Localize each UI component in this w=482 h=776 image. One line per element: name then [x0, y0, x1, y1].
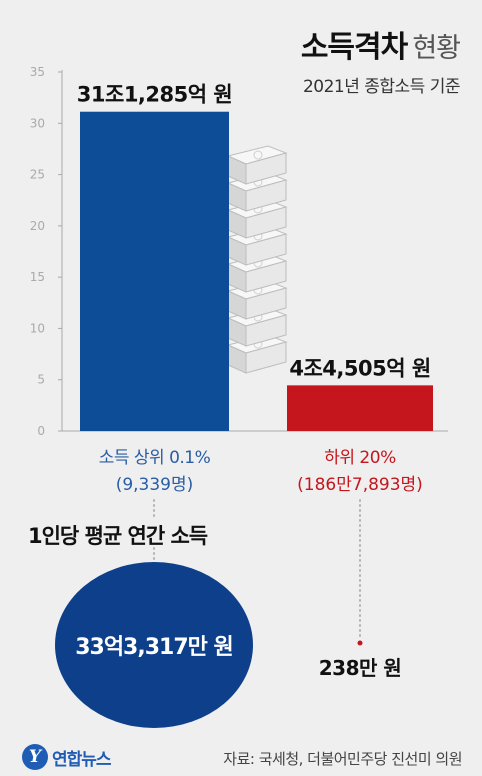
money-stack-illustration — [226, 145, 288, 374]
y-axis: 0 5 10 15 20 25 30 35 — [30, 65, 448, 438]
category-label: 소득 상위 0.1% — [99, 448, 211, 468]
average-income-label: 1인당 평균 연간 소득 — [28, 524, 208, 548]
category-label: 하위 20% — [324, 448, 396, 468]
bar-value-label: 4조4,505억 원 — [289, 356, 430, 380]
title-strong: 소득격차 — [300, 30, 408, 65]
y-tick-label: 35 — [30, 65, 45, 79]
yonhap-logo: Y 연합뉴스 — [22, 744, 112, 770]
bill-front — [245, 260, 287, 293]
bill-front — [245, 341, 287, 374]
bill-front — [245, 314, 287, 347]
bill-bundle — [226, 145, 288, 185]
count-label: (9,339명) — [116, 475, 194, 495]
y-tick-label: 15 — [30, 270, 45, 284]
top-average-value: 33억3,317만 원 — [75, 635, 234, 660]
bill-front — [245, 287, 287, 320]
bottom-average-dot — [357, 640, 363, 646]
logo-mark-icon: Y — [22, 744, 48, 770]
y-tick-label: 10 — [30, 321, 45, 335]
source-note: 자료: 국세청, 더불어민주당 진선미 의원 — [223, 750, 462, 768]
bill-front — [245, 179, 287, 212]
top-average-circle: 33억3,317만 원 — [55, 562, 253, 728]
count-label: (186만7,893명) — [297, 475, 423, 495]
chart-title: 소득격차 현황 — [300, 22, 461, 66]
bar-labels: 31조1,285억 원소득 상위 0.1% (9,339명) 4조4,505억 원하… — [77, 83, 431, 495]
chart-subtitle: 2021년 종합소득 기준 — [302, 77, 461, 97]
bill-front — [245, 233, 287, 266]
bars — [80, 111, 433, 432]
bar-value-label: 31조1,285억 원 — [77, 83, 232, 107]
bottom-average-value: 238만 원 — [318, 656, 402, 680]
bill-seal — [253, 150, 263, 160]
y-tick-label: 20 — [30, 219, 45, 233]
logo-text: 연합뉴스 — [52, 749, 112, 770]
bill-front — [245, 152, 287, 185]
bill-front — [245, 206, 287, 239]
connector-dots — [153, 499, 363, 646]
bar — [287, 385, 433, 431]
title-light: 현황 — [412, 33, 461, 64]
bar — [80, 111, 229, 432]
y-tick-label: 0 — [37, 424, 45, 438]
y-tick-label: 5 — [37, 373, 45, 387]
y-tick-label: 25 — [30, 168, 45, 182]
y-tick-label: 30 — [30, 116, 45, 130]
